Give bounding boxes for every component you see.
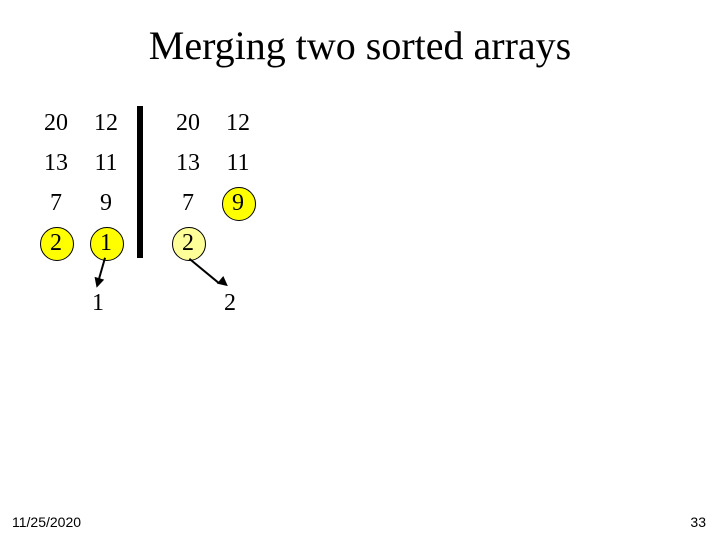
merge-arrow: [189, 258, 219, 283]
array-cell: 9: [218, 190, 258, 217]
array-cell: 11: [218, 150, 258, 177]
arrow-head-icon: [217, 276, 231, 290]
arrow-head-icon: [92, 277, 104, 289]
merge-arrow: [98, 258, 106, 281]
array-cell: 2: [36, 230, 76, 257]
footer-date: 11/25/2020: [12, 514, 81, 530]
array-cell: 13: [36, 150, 76, 177]
array-cell: 1: [86, 230, 126, 257]
array-cell: 7: [36, 190, 76, 217]
array-cell: 13: [168, 150, 208, 177]
array-cell: 2: [168, 230, 208, 257]
array-cell: 20: [36, 110, 76, 137]
slide: Merging two sorted arrays 20 13 7 2 12 1…: [0, 0, 720, 540]
slide-title: Merging two sorted arrays: [0, 22, 720, 69]
footer-page-number: 33: [690, 514, 706, 530]
array-cell: 12: [86, 110, 126, 137]
array-cell: 12: [218, 110, 258, 137]
array-cell: 20: [168, 110, 208, 137]
output-cell: 1: [78, 290, 118, 317]
array-cell: 11: [86, 150, 126, 177]
output-cell: 2: [210, 290, 250, 317]
array-divider: [137, 106, 143, 258]
array-cell: 9: [86, 190, 126, 217]
array-cell: 7: [168, 190, 208, 217]
